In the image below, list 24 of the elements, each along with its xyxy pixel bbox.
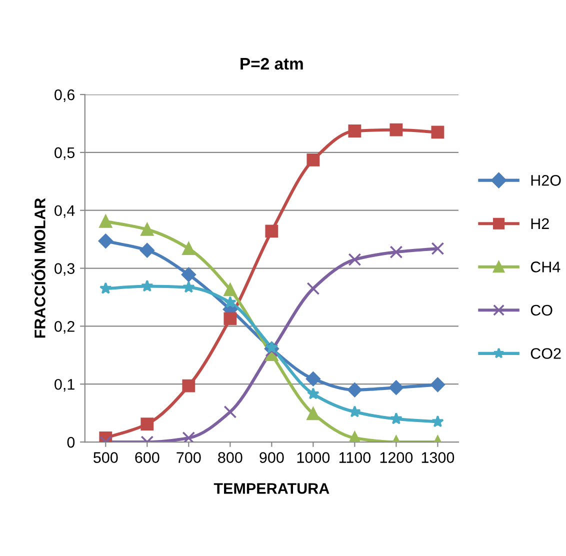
legend-label: CH4	[530, 262, 560, 272]
x-tick-label: 1200	[380, 452, 413, 463]
legend-label: H2	[531, 218, 549, 229]
x-axis-title: TEMPERATURA	[214, 483, 330, 494]
y-tick-label: 0,5	[54, 147, 75, 160]
x-tick-label: 600	[135, 452, 160, 463]
x-tick-label: 900	[260, 452, 284, 463]
x-tick-label: 1300	[422, 452, 454, 463]
legend-label: CO2	[530, 348, 561, 359]
y-tick-label: 0,2	[54, 321, 74, 334]
x-tick-label: 700	[176, 452, 201, 463]
x-tick-label: 1000	[297, 452, 330, 463]
x-tick-label: 1100	[339, 452, 371, 463]
y-tick-label: 0,1	[54, 378, 74, 392]
legend-label: CO	[530, 304, 552, 316]
y-tick-label: 0,6	[54, 89, 75, 102]
x-tick-label: 500	[94, 452, 118, 463]
x-tick-label: 800	[218, 452, 242, 463]
legend-label: H2O	[531, 175, 561, 186]
y-tick-label: 0,3	[54, 263, 75, 276]
chart-title: P=2 atm	[240, 58, 303, 70]
y-tick-label: 0,4	[54, 205, 75, 218]
y-axis-title: FRACCIÓN MOLAR	[32, 198, 46, 338]
y-tick-label: 0	[67, 436, 75, 448]
